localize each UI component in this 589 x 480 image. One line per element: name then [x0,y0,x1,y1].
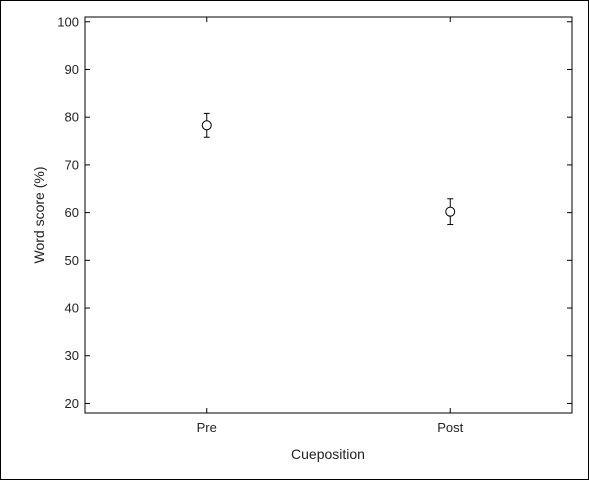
x-tick-label: Post [437,420,463,435]
plot-area [84,16,573,414]
y-tick-label: 30 [65,348,79,363]
y-tick-label: 60 [65,205,79,220]
x-axis: Pre Post [197,17,464,435]
y-axis-label: Word score (%) [31,167,47,264]
y-tick-label: 40 [65,301,79,316]
x-tick-label: Pre [197,420,217,435]
y-tick-label: 70 [65,157,79,172]
y-axis: 20 30 40 50 60 70 80 90 100 [57,14,572,411]
y-tick-label: 100 [57,14,79,29]
y-tick-label: 20 [65,396,79,411]
data-series [201,112,456,226]
y-tick-label: 80 [65,110,79,125]
y-tick-label: 50 [65,253,79,268]
data-point [445,206,456,217]
y-tick-label: 90 [65,62,79,77]
x-axis-label: Cueposition [291,446,365,462]
data-point [201,120,212,131]
